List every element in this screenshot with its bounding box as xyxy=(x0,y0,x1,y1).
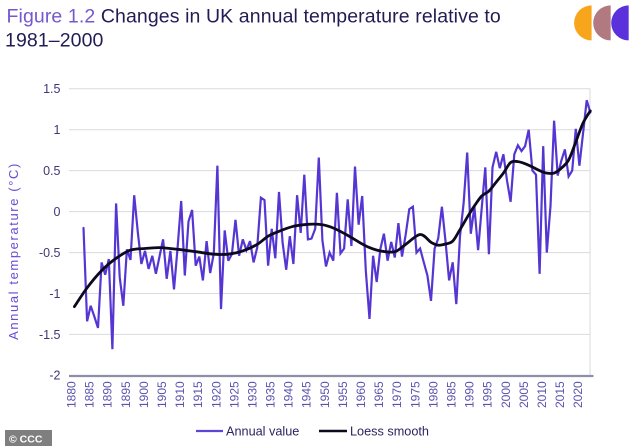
svg-text:1945: 1945 xyxy=(300,381,314,408)
svg-text:0: 0 xyxy=(54,205,61,219)
svg-text:2000: 2000 xyxy=(499,381,513,408)
svg-text:1900: 1900 xyxy=(137,381,151,408)
svg-text:1915: 1915 xyxy=(191,381,205,408)
svg-text:-1.5: -1.5 xyxy=(39,328,61,342)
svg-text:1981–2000: 1981–2000 xyxy=(5,30,104,52)
svg-text:1965: 1965 xyxy=(372,381,386,408)
svg-text:1970: 1970 xyxy=(390,381,404,408)
svg-text:2010: 2010 xyxy=(535,381,549,408)
svg-text:1: 1 xyxy=(54,123,61,137)
svg-text:1995: 1995 xyxy=(481,381,495,408)
svg-text:1920: 1920 xyxy=(209,381,223,408)
svg-text:Figure 1.2 Changes in UK annua: Figure 1.2 Changes in UK annual temperat… xyxy=(7,6,501,28)
svg-text:0.5: 0.5 xyxy=(43,164,60,178)
svg-text:Annual temperature (°C): Annual temperature (°C) xyxy=(6,162,21,340)
svg-text:1930: 1930 xyxy=(245,381,259,408)
svg-text:1.5: 1.5 xyxy=(43,82,60,96)
svg-text:1885: 1885 xyxy=(83,381,97,408)
svg-text:1990: 1990 xyxy=(463,381,477,408)
svg-text:-0.5: -0.5 xyxy=(39,246,61,260)
svg-text:-2: -2 xyxy=(49,369,60,383)
svg-text:Annual value: Annual value xyxy=(226,425,299,439)
svg-text:2005: 2005 xyxy=(517,381,531,408)
svg-text:1960: 1960 xyxy=(354,381,368,408)
svg-text:1950: 1950 xyxy=(318,381,332,408)
svg-text:1980: 1980 xyxy=(426,381,440,408)
svg-text:1985: 1985 xyxy=(445,381,459,408)
svg-text:1910: 1910 xyxy=(173,381,187,408)
svg-text:-1: -1 xyxy=(49,287,60,301)
svg-text:1955: 1955 xyxy=(336,381,350,408)
svg-text:1935: 1935 xyxy=(264,381,278,408)
svg-text:1940: 1940 xyxy=(282,381,296,408)
svg-text:2015: 2015 xyxy=(553,381,567,408)
svg-text:1905: 1905 xyxy=(155,381,169,408)
svg-text:© CCC: © CCC xyxy=(9,434,43,446)
svg-text:1890: 1890 xyxy=(101,381,115,408)
svg-text:2020: 2020 xyxy=(571,381,585,408)
svg-text:Loess smooth: Loess smooth xyxy=(350,425,429,439)
svg-text:1895: 1895 xyxy=(119,381,133,408)
svg-text:1975: 1975 xyxy=(408,381,422,408)
svg-text:1925: 1925 xyxy=(227,381,241,408)
svg-text:1880: 1880 xyxy=(65,381,79,408)
